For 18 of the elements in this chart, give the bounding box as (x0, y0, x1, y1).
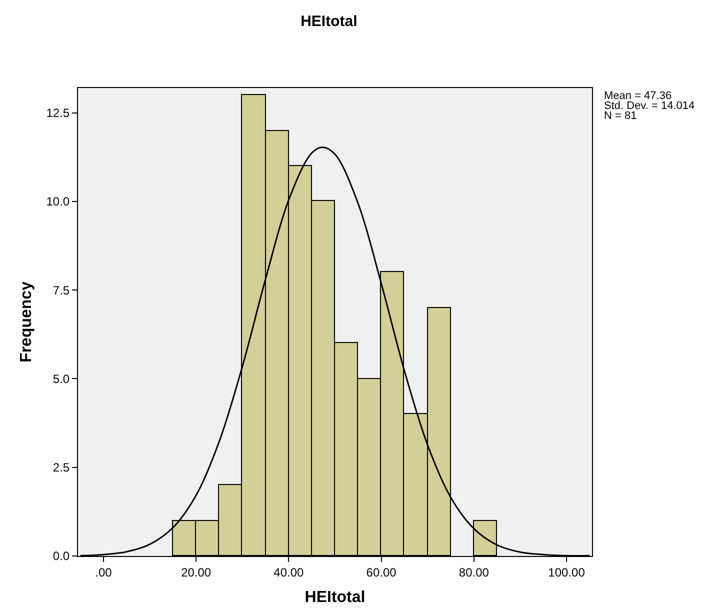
x-tick-label: .00 (95, 565, 112, 580)
y-tick-label: 12.5 (46, 106, 70, 120)
x-axis-title: HEItotal (304, 589, 366, 606)
y-tick-label: 10.0 (46, 194, 70, 209)
chart-title: HEItotal (300, 12, 358, 30)
y-tick-label: 0.0 (52, 549, 70, 564)
x-tick-label: 60.00 (366, 565, 397, 580)
text: N = 81 (604, 110, 637, 122)
y-tick-label: 7.5 (52, 283, 70, 298)
text: Std. Dev. = 14.014 (604, 100, 695, 112)
y-axis-title: Frequency (18, 281, 36, 362)
x-tick-label: 20.00 (181, 565, 212, 580)
y-tick-label: 5.0 (52, 372, 70, 386)
text: Mean = 47.36 (604, 90, 672, 102)
x-tick-label: 40.00 (274, 565, 304, 580)
x-tick-label: 80.00 (458, 565, 490, 580)
y-tick-label: 2.5 (52, 460, 70, 475)
x-tick-label: 100.00 (548, 565, 586, 580)
